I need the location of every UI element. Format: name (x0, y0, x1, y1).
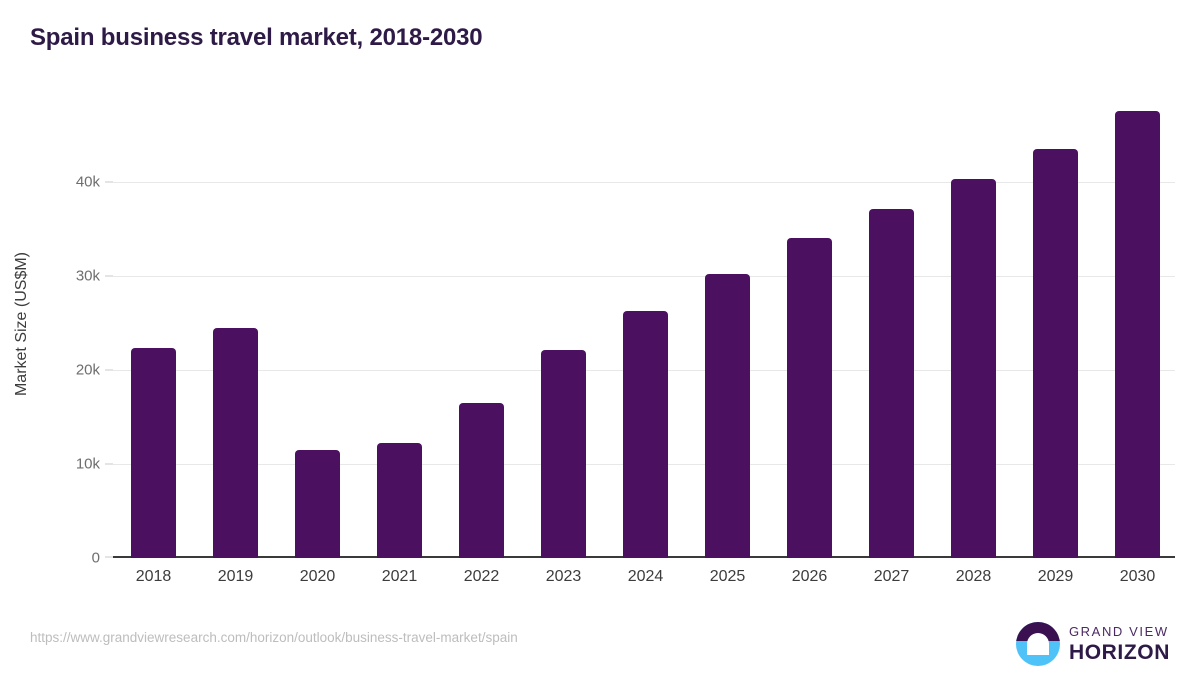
logo-sky-shape (1015, 622, 1060, 642)
bar-2027[interactable] (869, 209, 914, 558)
y-tick-label-40k: 40k (75, 173, 100, 191)
logo-ray-lower (1032, 652, 1044, 656)
x-tick-label-2020: 2020 (299, 568, 336, 585)
gridline-30k (113, 276, 1175, 277)
y-tick-mark-0 (105, 556, 113, 558)
x-tick-label-2021: 2021 (381, 568, 418, 585)
y-tick-mark-20k (105, 369, 113, 371)
x-tick-label-2028: 2028 (955, 568, 992, 585)
x-tick-label-2027: 2027 (873, 568, 910, 585)
x-tick-label-2024: 2024 (627, 568, 664, 585)
page-title: Spain business travel market, 2018-2030 (30, 24, 483, 51)
bar-2029[interactable] (1033, 149, 1078, 558)
x-tick-label-2019: 2019 (217, 568, 254, 585)
horizon-sun-icon (1015, 622, 1060, 666)
bar-2025[interactable] (705, 274, 750, 558)
source-url[interactable]: https://www.grandviewresearch.com/horizo… (30, 630, 518, 645)
x-tick-label-2029: 2029 (1037, 568, 1074, 585)
bar-2026[interactable] (787, 238, 832, 558)
y-tick-mark-40k (105, 181, 113, 183)
y-tick-mark-30k (105, 275, 113, 277)
x-tick-label-2022: 2022 (463, 568, 500, 585)
y-tick-mark-10k (105, 463, 113, 465)
bar-2022[interactable] (459, 402, 504, 558)
brand-name-secondary: HORIZON (1068, 641, 1170, 664)
bar-2028[interactable] (951, 179, 996, 558)
y-tick-label-30k: 30k (75, 267, 100, 285)
bar-2019[interactable] (213, 327, 258, 558)
bar-2020[interactable] (295, 449, 340, 558)
brand-logo[interactable]: GRAND VIEW HORIZON (1015, 620, 1170, 668)
y-tick-label-0: 0 (91, 549, 100, 567)
bar-2023[interactable] (541, 350, 586, 558)
y-tick-label-20k: 20k (75, 361, 100, 379)
bar-2018[interactable] (131, 348, 176, 558)
bar-2030[interactable] (1115, 110, 1160, 558)
logo-sun-shape (1026, 633, 1049, 656)
bar-2024[interactable] (623, 310, 668, 558)
x-tick-label-2025: 2025 (709, 568, 746, 585)
x-tick-label-2030: 2030 (1119, 568, 1156, 585)
x-tick-label-2018: 2018 (135, 568, 172, 585)
y-axis-title: Market Size (US$M) (13, 251, 30, 397)
brand-logo-text: GRAND VIEW HORIZON (1069, 625, 1170, 663)
plot-area (105, 90, 1175, 558)
brand-name-primary: GRAND VIEW (1068, 624, 1169, 639)
gridline-40k (113, 182, 1175, 183)
y-tick-label-10k: 10k (75, 455, 100, 473)
x-tick-label-2023: 2023 (545, 568, 582, 585)
logo-ray-upper (1028, 647, 1047, 650)
x-tick-label-2026: 2026 (791, 568, 828, 585)
bar-2021[interactable] (377, 443, 422, 558)
